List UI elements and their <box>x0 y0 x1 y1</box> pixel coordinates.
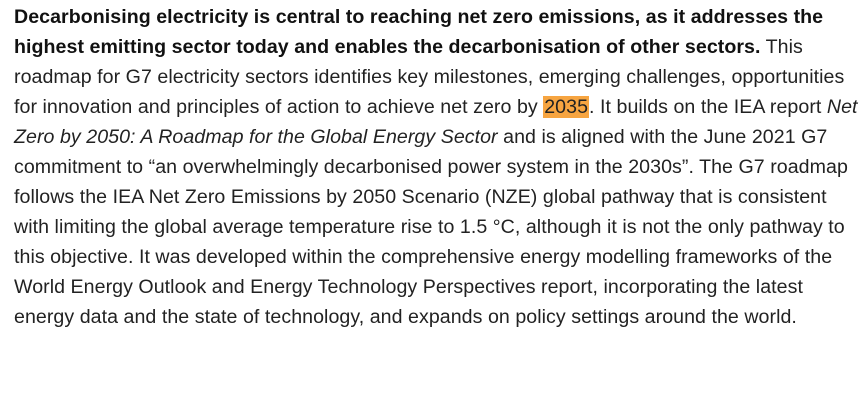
paragraph-text-1: This roadmap for G7 electricity sectors … <box>14 36 845 118</box>
paragraph-text-3: and is aligned with the June 2021 G7 com… <box>14 126 848 328</box>
report-title: Net Zero by 2050: A Roadmap for the Glob… <box>14 96 858 148</box>
paragraph-text-2: . It builds on the IEA report <box>589 96 827 118</box>
summary-paragraph: Decarbonising electricity is central to … <box>14 2 858 332</box>
lead-sentence: Decarbonising electricity is central to … <box>14 6 824 58</box>
highlighted-year: 2035 <box>543 96 590 118</box>
